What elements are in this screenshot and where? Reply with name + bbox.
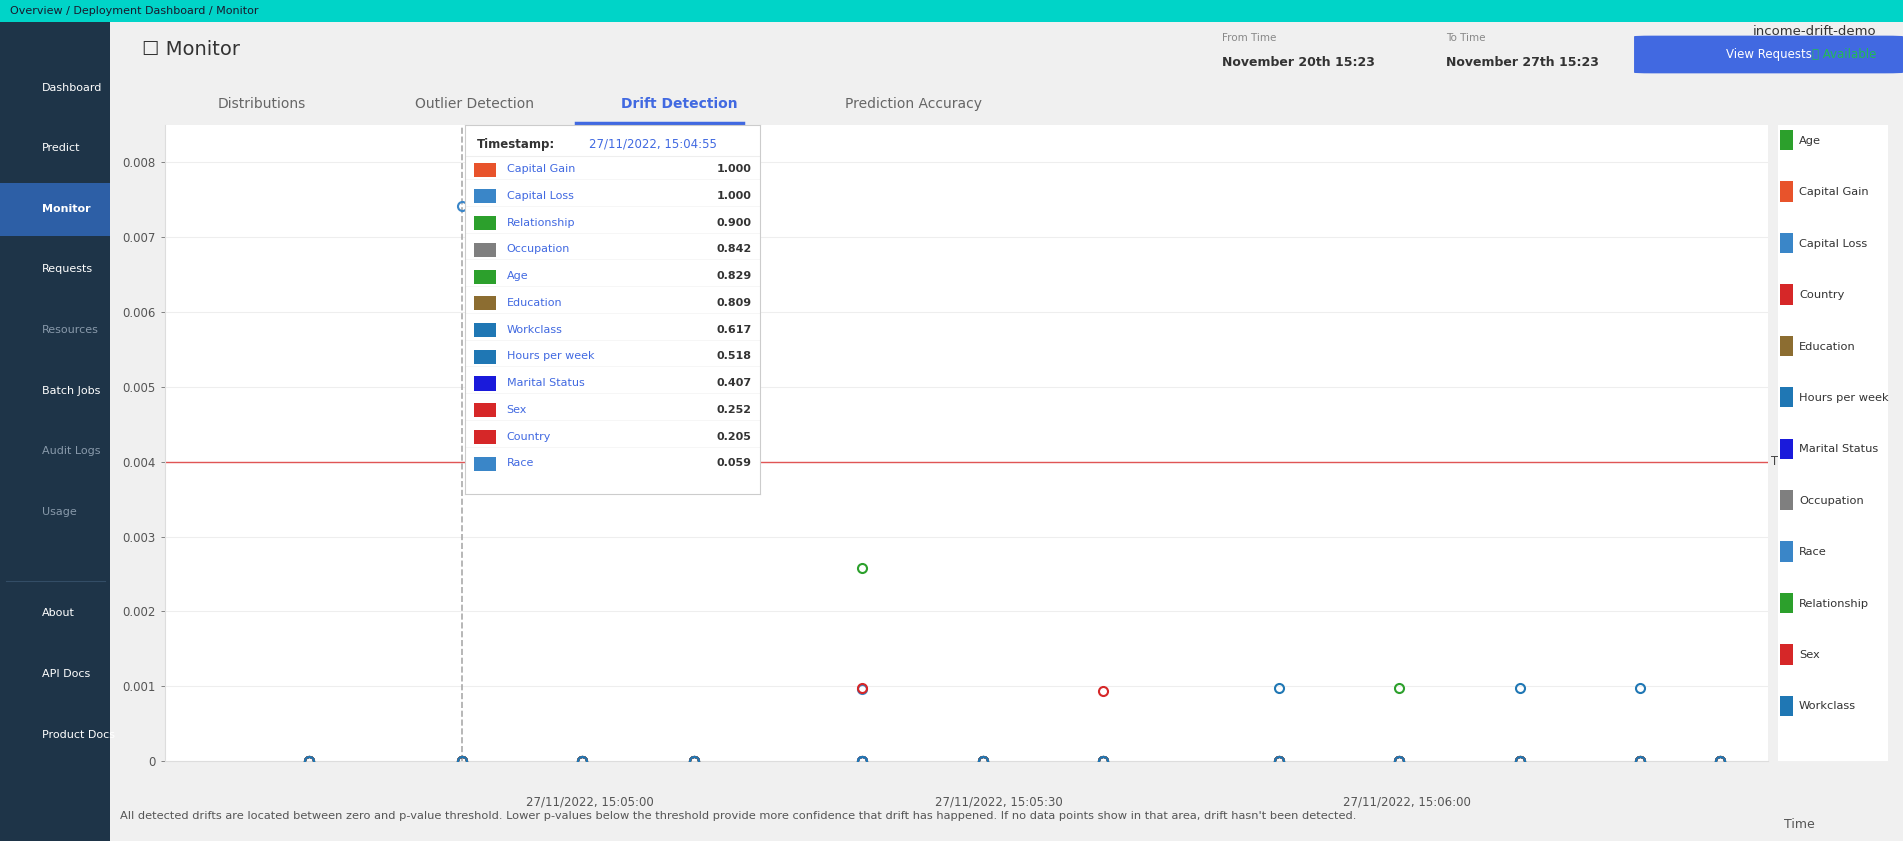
Bar — [474, 296, 497, 310]
Bar — [1779, 182, 1793, 202]
FancyBboxPatch shape — [1635, 35, 1903, 73]
Text: Drift Detection: Drift Detection — [620, 97, 738, 111]
Text: Resources: Resources — [42, 325, 99, 335]
Text: Capital Loss: Capital Loss — [1798, 239, 1867, 249]
Text: Relationship: Relationship — [506, 218, 575, 228]
Text: 0.205: 0.205 — [717, 431, 752, 442]
Text: Sex: Sex — [506, 405, 527, 415]
Bar — [474, 457, 497, 471]
Text: Capital Loss: Capital Loss — [506, 191, 573, 201]
Text: From Time: From Time — [1222, 34, 1277, 43]
Text: 0.059: 0.059 — [716, 458, 752, 468]
Text: 0.617: 0.617 — [716, 325, 752, 335]
Text: Occupation: Occupation — [506, 245, 571, 255]
Bar — [474, 323, 497, 337]
Text: Marital Status: Marital Status — [1798, 444, 1878, 454]
Bar — [1779, 387, 1793, 408]
Bar — [1779, 542, 1793, 562]
Text: income-drift-demo: income-drift-demo — [1753, 25, 1876, 38]
Text: Education: Education — [1798, 341, 1855, 352]
Bar — [1779, 130, 1793, 151]
Text: Age: Age — [506, 271, 529, 281]
Text: 0.842: 0.842 — [716, 245, 752, 255]
Text: Education: Education — [506, 298, 561, 308]
Text: Threshold = 0.004: Threshold = 0.004 — [1772, 455, 1880, 468]
Text: View Requests: View Requests — [1726, 48, 1812, 61]
Text: Hours per week: Hours per week — [506, 352, 594, 362]
Text: 1.000: 1.000 — [717, 164, 752, 174]
Text: Predict: Predict — [42, 143, 80, 153]
Text: Capital Gain: Capital Gain — [1798, 188, 1869, 198]
Text: Distributions: Distributions — [217, 97, 306, 111]
Text: Capital Gain: Capital Gain — [506, 164, 575, 174]
Text: About: About — [42, 608, 74, 618]
Bar — [1779, 438, 1793, 459]
Bar — [474, 350, 497, 364]
Text: 27/11/2022, 15:06:00: 27/11/2022, 15:06:00 — [1344, 796, 1471, 809]
Bar — [1779, 336, 1793, 356]
Text: November 27th 15:23: November 27th 15:23 — [1446, 56, 1599, 69]
Text: Requests: Requests — [42, 264, 93, 274]
Text: Overview / Deployment Dashboard / Monitor: Overview / Deployment Dashboard / Monito… — [10, 6, 259, 16]
Bar — [1779, 644, 1793, 664]
Bar — [474, 162, 497, 177]
Bar — [1779, 284, 1793, 304]
Text: Occupation: Occupation — [1798, 496, 1863, 505]
Bar — [474, 377, 497, 390]
Text: 0.518: 0.518 — [716, 352, 752, 362]
Bar — [0, 182, 110, 235]
Text: 0.407: 0.407 — [716, 378, 752, 389]
Text: Sex: Sex — [1798, 650, 1819, 660]
Text: Hours per week: Hours per week — [1798, 393, 1888, 403]
Text: 27/11/2022, 15:04:55: 27/11/2022, 15:04:55 — [590, 138, 717, 151]
Bar — [1779, 233, 1793, 253]
Bar — [1779, 593, 1793, 613]
Text: ✅ Available: ✅ Available — [1812, 48, 1876, 61]
Text: Timestamp:: Timestamp: — [478, 138, 556, 151]
Text: Time: Time — [1783, 818, 1815, 831]
Text: 0.809: 0.809 — [716, 298, 752, 308]
Text: 1.000: 1.000 — [717, 191, 752, 201]
Text: Outlier Detection: Outlier Detection — [415, 97, 535, 111]
Bar — [474, 403, 497, 417]
Text: November 20th 15:23: November 20th 15:23 — [1222, 56, 1374, 69]
Bar — [1779, 696, 1793, 716]
Text: 0.829: 0.829 — [716, 271, 752, 281]
Text: To Time: To Time — [1446, 34, 1484, 43]
Text: 27/11/2022, 15:05:30: 27/11/2022, 15:05:30 — [934, 796, 1062, 809]
Text: Race: Race — [506, 458, 535, 468]
Text: Marital Status: Marital Status — [506, 378, 584, 389]
Text: Batch Jobs: Batch Jobs — [42, 385, 101, 395]
Text: API Docs: API Docs — [42, 669, 89, 679]
Text: Usage: Usage — [42, 507, 76, 516]
Text: Audit Logs: Audit Logs — [42, 447, 101, 456]
Text: Product Docs: Product Docs — [42, 729, 114, 739]
Text: Race: Race — [1798, 547, 1827, 558]
Text: Dashboard: Dashboard — [42, 82, 103, 93]
Text: All detected drifts are located between zero and p-value threshold. Lower p-valu: All detected drifts are located between … — [120, 811, 1357, 821]
Text: 27/11/2022, 15:05:00: 27/11/2022, 15:05:00 — [525, 796, 653, 809]
Text: Workclass: Workclass — [506, 325, 563, 335]
Text: Country: Country — [506, 431, 552, 442]
Bar — [474, 243, 497, 257]
Bar — [1779, 490, 1793, 510]
Text: ☐ Monitor: ☐ Monitor — [143, 40, 240, 59]
Text: Age: Age — [1798, 136, 1821, 145]
Bar — [474, 430, 497, 444]
Text: 0.252: 0.252 — [716, 405, 752, 415]
Text: Workclass: Workclass — [1798, 701, 1855, 711]
Bar — [474, 189, 497, 204]
Text: Country: Country — [1798, 290, 1844, 300]
Text: Prediction Accuracy: Prediction Accuracy — [845, 97, 982, 111]
Text: Relationship: Relationship — [1798, 599, 1869, 609]
Text: 0.900: 0.900 — [716, 218, 752, 228]
Text: Monitor: Monitor — [42, 204, 91, 214]
Bar — [474, 216, 497, 230]
Bar — [474, 269, 497, 283]
